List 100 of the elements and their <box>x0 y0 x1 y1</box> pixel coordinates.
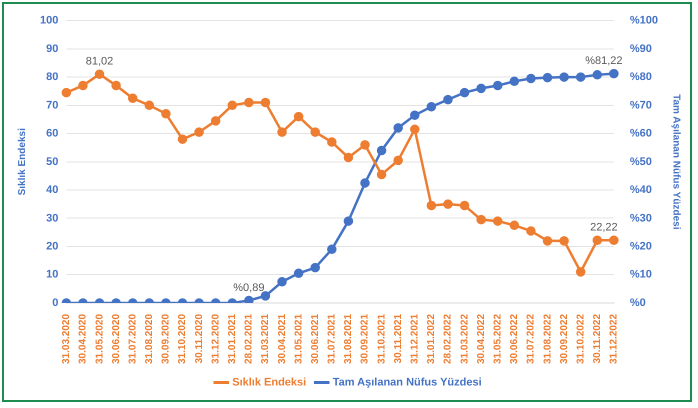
y-tick-label: 90 <box>46 42 58 55</box>
point <box>609 235 619 245</box>
point <box>592 70 602 80</box>
point <box>228 100 238 110</box>
x-tick-label: 30.09.2022 <box>558 314 570 364</box>
point <box>244 296 254 303</box>
y-tick-label: 40 <box>46 184 58 196</box>
point <box>376 146 386 156</box>
point <box>476 214 486 224</box>
x-tick-label: 31.01.2021 <box>227 314 238 364</box>
y2-tick-label: %20 <box>630 240 652 253</box>
point <box>376 170 386 180</box>
x-tick-label: 30.04.2022 <box>476 314 487 364</box>
x-tick-label: 31.07.2022 <box>526 314 537 364</box>
y2-tick-label: %0 <box>630 296 646 309</box>
point <box>443 199 453 209</box>
y-tick-label: 10 <box>46 268 58 281</box>
x-tick-label: 30.04.2021 <box>276 314 288 364</box>
point <box>443 94 453 104</box>
point <box>559 72 569 82</box>
x-tick-label: 31.10.2021 <box>376 314 388 364</box>
point <box>344 216 354 226</box>
data-label: %0,89 <box>233 282 264 294</box>
x-tick-label: 31.12.2020 <box>210 314 222 364</box>
y2-tick-label: %50 <box>630 156 652 168</box>
x-tick-label: 31.07.2020 <box>127 314 138 364</box>
point <box>310 127 320 137</box>
point <box>542 236 552 246</box>
data-label: 81,02 <box>86 56 114 68</box>
y2-axis-title: Tam Aşılanan Nüfus Yüzdesi <box>670 94 682 230</box>
x-tick-label: 31.05.2020 <box>94 314 106 364</box>
y2-tick-label: %10 <box>630 268 652 281</box>
point <box>62 88 72 98</box>
x-tick-label: 28.02.2022 <box>442 314 454 364</box>
y2-tick-label: %40 <box>630 184 652 196</box>
point <box>460 200 470 210</box>
y-tick-label: 30 <box>46 212 58 224</box>
y-tick-label: 0 <box>52 296 58 309</box>
y-tick-label: 80 <box>46 71 58 84</box>
y-axis-title: Sıklık Endeksi <box>16 128 28 196</box>
point <box>576 72 586 82</box>
x-tick-label: 30.11.2022 <box>592 314 604 364</box>
x-tick-label: 31.08.2022 <box>542 314 554 364</box>
x-tick-label: 30.06.2021 <box>310 314 321 364</box>
y-tick-label: 20 <box>46 240 58 253</box>
x-tick-label: 31.10.2022 <box>575 314 586 364</box>
point <box>194 127 204 137</box>
x-tick-label: 30.04.2020 <box>78 314 89 364</box>
point <box>510 220 520 230</box>
point <box>78 80 88 90</box>
x-tick-label: 30.09.2021 <box>360 314 371 364</box>
point <box>410 124 420 134</box>
x-tick-label: 31.12.2022 <box>608 314 620 364</box>
x-tick-label: 31.05.2021 <box>293 314 304 364</box>
point <box>344 152 354 162</box>
point <box>161 109 171 119</box>
point <box>576 267 586 277</box>
point <box>178 134 188 144</box>
x-tick-label: 28.02.2021 <box>244 314 255 364</box>
point <box>128 93 138 103</box>
point <box>360 178 370 188</box>
point <box>393 156 403 166</box>
x-tick-label: 31.10.2020 <box>177 314 188 364</box>
point <box>327 137 337 147</box>
point <box>360 140 370 150</box>
point <box>277 127 287 137</box>
y-tick-label: 60 <box>46 128 58 140</box>
point <box>592 236 602 246</box>
point <box>294 112 304 122</box>
x-tick-label: 31.03.2021 <box>260 314 272 364</box>
point <box>94 69 104 79</box>
x-tick-label: 30.11.2020 <box>194 314 205 364</box>
data-label: 22,22 <box>590 222 618 234</box>
y2-tick-label: %100 <box>630 14 658 27</box>
point <box>144 100 154 110</box>
point <box>111 80 121 90</box>
point <box>526 226 536 236</box>
point <box>492 216 502 226</box>
point <box>244 98 254 108</box>
x-tick-label: 31.12.2021 <box>410 314 421 364</box>
point <box>426 102 436 112</box>
x-tick-label: 31.01.2022 <box>426 314 438 364</box>
x-tick-label: 31.03.2020 <box>61 314 72 364</box>
data-label: %81,22 <box>585 55 623 68</box>
y2-tick-label: %30 <box>630 212 652 224</box>
point <box>609 68 619 78</box>
y2-tick-label: %90 <box>630 42 652 55</box>
x-tick-label: 31.08.2021 <box>343 314 354 364</box>
y-tick-label: 100 <box>40 14 58 27</box>
point <box>476 84 486 94</box>
y2-tick-label: %80 <box>630 71 652 84</box>
y2-tick-label: %60 <box>630 128 652 140</box>
point <box>426 200 436 210</box>
x-tick-label: 31.08.2020 <box>144 314 156 364</box>
point <box>492 80 502 90</box>
x-tick-label: 30.09.2020 <box>160 314 172 364</box>
x-tick-label: 30.11.2021 <box>392 314 404 364</box>
legend-label: Tam Aşılanan Nüfus Yüzdesi <box>332 376 482 389</box>
point <box>542 72 552 82</box>
y-tick-label: 50 <box>46 156 58 168</box>
